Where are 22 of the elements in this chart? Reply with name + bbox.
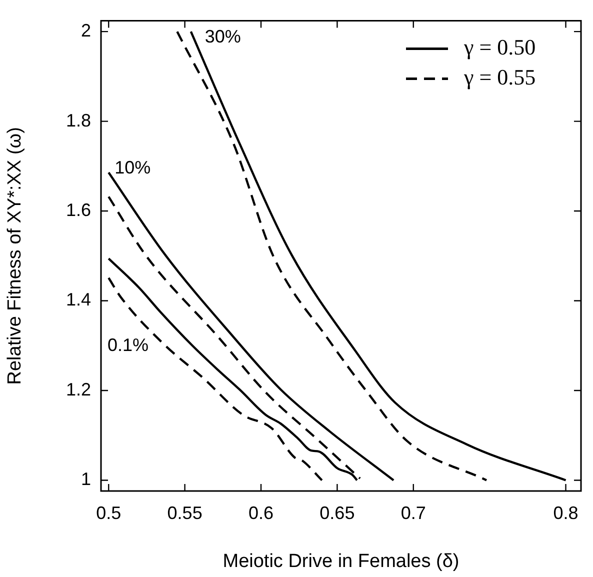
x-tick-label: 0.5	[96, 502, 122, 523]
y-tick-label: 1.4	[66, 290, 91, 310]
y-tick-label: 1.8	[66, 110, 91, 130]
y-tick-label: 1.6	[66, 200, 91, 220]
x-tick-label: 0.65	[320, 502, 355, 523]
x-tick-label: 0.7	[400, 502, 426, 523]
legend-label: γ = 0.55	[463, 64, 536, 90]
y-tick-label: 1.2	[66, 379, 91, 400]
line-series	[190, 30, 567, 482]
line-series	[108, 196, 362, 480]
y-tick-label: 1	[80, 469, 91, 490]
annotation: 0.1%	[107, 334, 149, 355]
x-tick-label: 0.55	[167, 502, 202, 523]
line-series	[108, 276, 324, 482]
legend-label: γ = 0.50	[463, 34, 536, 60]
x-axis-title: Meiotic Drive in Females (δ)	[222, 550, 460, 572]
annotation: 10%	[114, 157, 151, 178]
y-tick-label: 2	[80, 20, 91, 41]
y-axis-title: Relative Fitness of XY*:XX (ω)	[4, 127, 26, 385]
x-tick-label: 0.8	[553, 502, 578, 523]
annotation: 30%	[204, 26, 241, 47]
x-tick-label: 0.6	[248, 502, 274, 523]
